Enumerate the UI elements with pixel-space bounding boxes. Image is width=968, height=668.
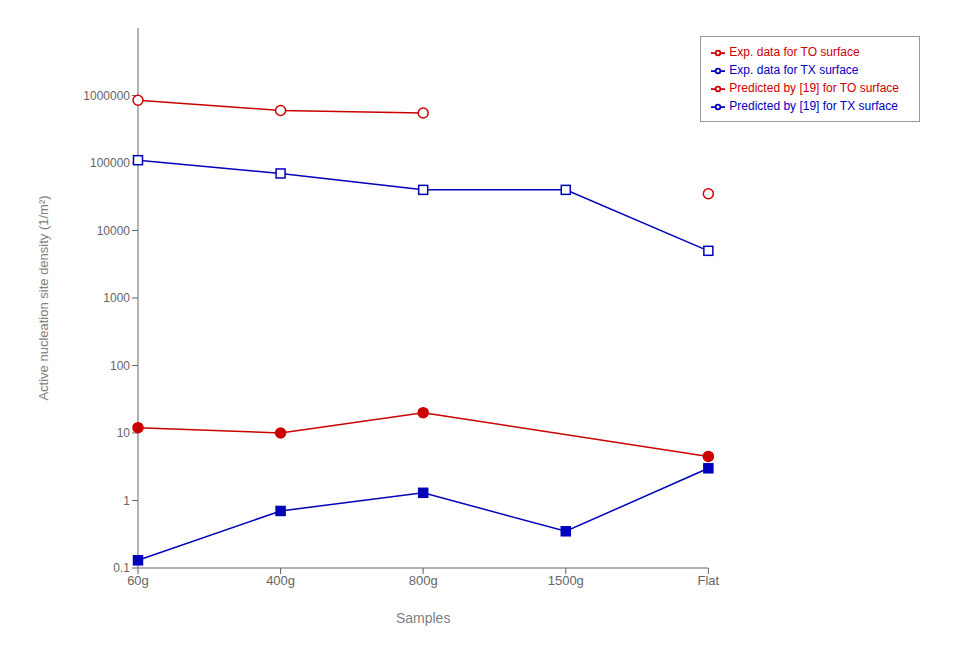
html-text:Exp. data for TX surface: Exp. data for TX surface <box>729 63 859 77</box>
svg-text:800g: 800g <box>409 573 438 588</box>
svg-text:100000: 100000 <box>90 156 130 170</box>
svg-text:1: 1 <box>123 494 130 508</box>
svg-text:1000000: 1000000 <box>83 89 130 103</box>
html-text:Predicted by [19] for TO surfa: Predicted by [19] for TO surface <box>729 81 899 95</box>
svg-text:Active nucleation site density: Active nucleation site density (1/m²) <box>36 195 51 400</box>
svg-text:60g: 60g <box>127 573 149 588</box>
html-text:Predicted by [19] for TX surfa: Predicted by [19] for TX surface <box>729 99 898 113</box>
html-text:Exp. data for TO surface: Exp. data for TO surface <box>729 45 860 59</box>
svg-text:10: 10 <box>117 426 131 440</box>
svg-text:10000: 10000 <box>97 224 131 238</box>
svg-text:1500g: 1500g <box>548 573 584 588</box>
svg-text:400g: 400g <box>266 573 295 588</box>
svg-text:Samples: Samples <box>396 610 450 626</box>
svg-text:Flat: Flat <box>698 573 720 588</box>
svg-text:1000: 1000 <box>103 291 130 305</box>
svg-text:100: 100 <box>110 359 130 373</box>
svg-text:0.1: 0.1 <box>113 561 130 575</box>
